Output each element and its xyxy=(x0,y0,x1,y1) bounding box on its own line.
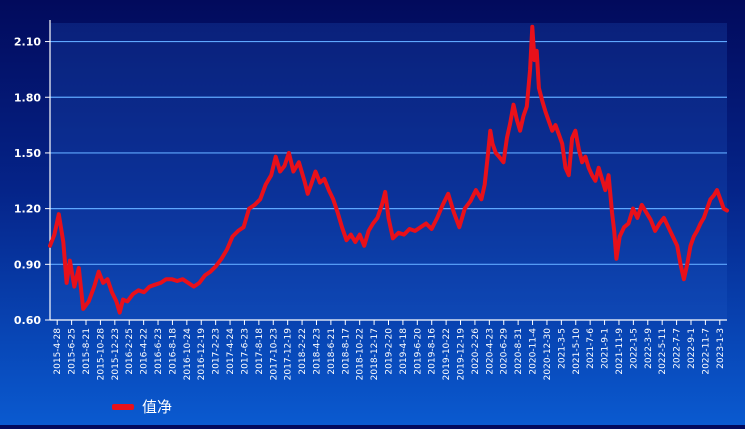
x-tick-label: 2022-7-7 xyxy=(673,328,683,369)
x-tick-label: 2016-10-24 xyxy=(183,328,193,381)
y-tick-label: 1.50 xyxy=(14,147,41,160)
y-tick-label: 1.20 xyxy=(14,203,41,216)
x-tick-label: 2021-7-6 xyxy=(586,328,596,369)
x-tick-label: 2023-1-3 xyxy=(716,328,726,369)
x-tick-label: 2021-5-10 xyxy=(572,328,582,375)
x-tick-label: 2020-12-30 xyxy=(543,328,553,381)
x-tick-label: 2020-6-29 xyxy=(500,328,510,375)
x-tick-label: 2021-11-9 xyxy=(615,328,625,375)
legend: 值净 xyxy=(112,396,172,417)
x-tick-label: 2020-2-26 xyxy=(471,328,481,375)
x-tick-label: 2022-11-7 xyxy=(701,328,711,375)
x-tick-label: 2019-8-16 xyxy=(428,328,438,375)
x-tick-label: 2022-1-5 xyxy=(629,328,639,369)
legend-label: 值净 xyxy=(142,398,173,416)
x-tick-label: 2017-10-23 xyxy=(269,328,279,380)
x-tick-label: 2018-6-21 xyxy=(327,328,337,375)
x-tick-label: 2019-10-22 xyxy=(442,328,452,380)
x-tick-label: 2016-8-18 xyxy=(168,328,178,375)
y-tick-label: 2.10 xyxy=(14,36,41,49)
x-tick-label: 2020-11-4 xyxy=(529,328,539,375)
y-tick-label: 1.80 xyxy=(14,91,41,104)
x-tick-label: 2019-6-20 xyxy=(413,328,423,375)
x-tick-label: 2018-12-17 xyxy=(370,328,380,380)
x-tick-label: 2019-12-19 xyxy=(457,328,467,381)
plot-area xyxy=(50,23,727,320)
x-tick-label: 2015-6-25 xyxy=(68,328,78,375)
x-tick-label: 2018-8-17 xyxy=(341,328,351,375)
legend-line-icon xyxy=(112,403,134,410)
x-tick-label: 2017-8-18 xyxy=(255,328,265,375)
x-tick-label: 2022-5-11 xyxy=(658,328,668,375)
y-tick-label: 0.60 xyxy=(14,314,41,327)
x-tick-label: 2016-2-25 xyxy=(125,328,135,375)
x-tick-label: 2017-12-19 xyxy=(284,328,294,381)
x-tick-label: 2020-4-23 xyxy=(485,328,495,375)
x-tick-label: 2022-9-1 xyxy=(687,328,697,369)
x-tick-label: 2020-8-31 xyxy=(514,328,524,375)
x-tick-label: 2016-12-19 xyxy=(197,328,207,381)
x-tick-label: 2015-12-23 xyxy=(111,328,121,380)
x-tick-label: 2017-2-23 xyxy=(212,328,222,375)
x-tick-label: 2015-10-28 xyxy=(96,328,106,381)
x-tick-label: 2018-10-22 xyxy=(356,328,366,380)
y-tick-label: 0.90 xyxy=(14,258,41,271)
x-tick-label: 2022-3-9 xyxy=(644,328,654,369)
x-tick-label: 2017-6-23 xyxy=(240,328,250,375)
series-line-nav xyxy=(48,24,729,315)
x-tick-label: 2021-9-1 xyxy=(601,328,611,369)
x-tick-label: 2019-2-20 xyxy=(385,328,395,375)
x-tick-label: 2016-6-23 xyxy=(154,328,164,375)
x-tick-label: 2021-3-5 xyxy=(557,328,567,369)
x-tick-label: 2018-4-23 xyxy=(312,328,322,375)
x-tick-label: 2015-4-28 xyxy=(53,328,63,375)
x-tick-label: 2019-4-18 xyxy=(399,328,409,375)
x-tick-label: 2017-4-24 xyxy=(226,328,236,375)
x-tick-label: 2018-2-22 xyxy=(298,328,308,375)
x-tick-label: 2015-8-21 xyxy=(82,328,92,375)
x-tick-label: 2016-4-22 xyxy=(140,328,150,375)
